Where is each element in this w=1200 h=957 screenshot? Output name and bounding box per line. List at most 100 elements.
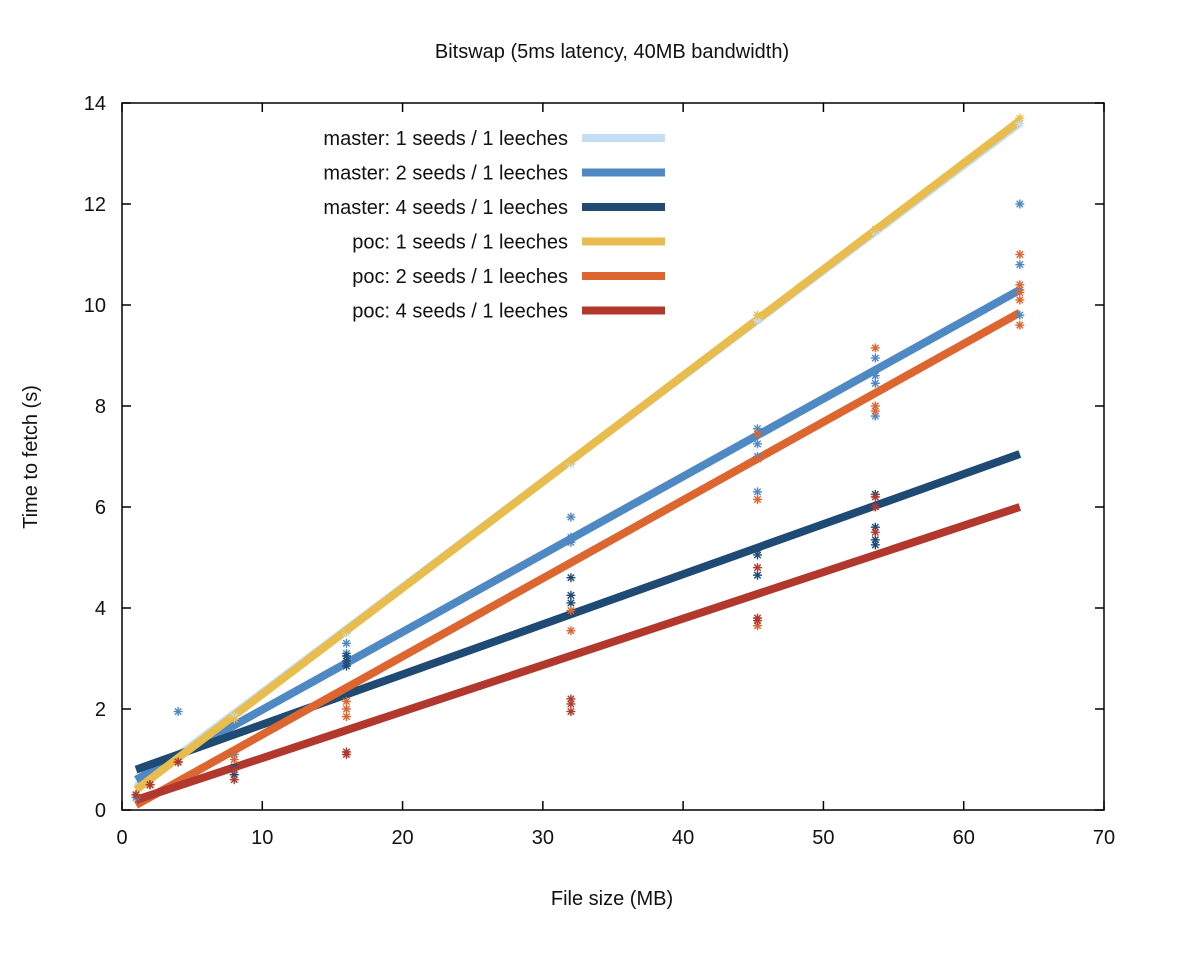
data-point-series-5 — [341, 696, 351, 706]
fit-line-series-5 — [134, 309, 1022, 809]
data-point-series-3 — [752, 570, 762, 580]
data-point-series-6 — [341, 749, 351, 759]
point-stroke — [1016, 200, 1024, 208]
legend-label: master: 4 seeds / 1 leeches — [323, 197, 568, 219]
point-stroke — [871, 372, 880, 380]
data-point-series-6 — [229, 775, 239, 785]
data-point-series-5 — [566, 626, 576, 636]
point-stroke — [1016, 281, 1024, 289]
x-tick-label: 30 — [532, 827, 554, 849]
data-points — [131, 113, 1025, 802]
data-point-series-5 — [229, 747, 239, 757]
point-stroke — [871, 225, 880, 233]
point-stroke — [1016, 114, 1024, 122]
data-point-series-3 — [870, 540, 880, 550]
point-stroke — [567, 457, 575, 466]
point-stroke — [1016, 288, 1024, 297]
data-point-series-4 — [1015, 113, 1025, 123]
data-point-series-2 — [870, 353, 880, 363]
data-point-series-6 — [173, 757, 183, 767]
point-stroke — [871, 379, 880, 387]
point-stroke — [567, 574, 575, 582]
data-point-series-2 — [173, 707, 183, 717]
data-point-series-5 — [1015, 287, 1025, 297]
point-stroke — [567, 591, 575, 600]
point-stroke — [342, 662, 351, 670]
x-tick-label: 10 — [251, 827, 273, 849]
data-point-series-2 — [1015, 260, 1025, 270]
point-stroke — [132, 791, 140, 799]
data-point-series-2 — [566, 537, 576, 547]
point-stroke — [1016, 321, 1024, 329]
data-point-series-2 — [870, 371, 880, 381]
point-stroke — [753, 563, 762, 572]
point-stroke — [230, 755, 238, 764]
point-stroke — [871, 354, 880, 362]
point-stroke — [230, 748, 238, 756]
legend-label: poc: 1 seeds / 1 leeches — [352, 232, 568, 254]
point-stroke — [753, 571, 762, 579]
point-stroke — [342, 705, 351, 713]
data-point-series-5 — [752, 494, 762, 504]
data-point-series-5 — [1015, 280, 1025, 290]
data-point-series-5 — [870, 343, 880, 353]
data-point-series-2 — [870, 378, 880, 388]
y-tick-label: 0 — [95, 800, 106, 822]
point-stroke — [567, 599, 575, 607]
y-tick-label: 8 — [95, 396, 106, 418]
point-stroke — [342, 697, 351, 706]
x-tick-label: 70 — [1093, 827, 1115, 849]
fit-line-series-6 — [134, 503, 1022, 804]
data-point-series-5 — [341, 712, 351, 722]
data-point-series-6 — [145, 780, 155, 790]
point-stroke — [1016, 250, 1024, 259]
point-stroke — [342, 639, 351, 648]
y-tick-label: 12 — [84, 194, 106, 216]
axis-ticks: 0 10 20 30 40 50 60 70 0 2 4 6 8 10 12 14 — [84, 93, 1115, 849]
point-stroke — [174, 707, 182, 716]
point-stroke — [753, 440, 762, 448]
point-stroke — [567, 538, 575, 547]
data-point-series-3 — [566, 573, 576, 583]
point-stroke — [342, 750, 351, 759]
legend-label: poc: 4 seeds / 1 leeches — [352, 301, 568, 323]
data-point-series-2 — [1015, 199, 1025, 209]
point-stroke — [753, 455, 762, 463]
data-point-series-5 — [1015, 320, 1025, 330]
point-stroke — [567, 700, 575, 708]
legend-label: poc: 2 seeds / 1 leeches — [352, 266, 568, 288]
point-stroke — [230, 715, 238, 723]
data-point-series-6 — [566, 699, 576, 709]
y-tick-label: 6 — [95, 497, 106, 519]
point-stroke — [871, 493, 880, 501]
y-axis-label: Time to fetch (s) — [20, 385, 42, 529]
data-point-series-6 — [870, 527, 880, 537]
data-point-series-2 — [341, 638, 351, 648]
data-point-series-5 — [752, 454, 762, 464]
plot-frame — [121, 102, 1105, 811]
x-tick-label: 20 — [391, 827, 413, 849]
data-point-series-5 — [752, 429, 762, 439]
data-point-series-4 — [566, 457, 576, 467]
x-tick-label: 50 — [812, 827, 834, 849]
point-stroke — [567, 627, 575, 635]
x-tick-label: 0 — [116, 827, 127, 849]
data-point-series-6 — [566, 707, 576, 717]
data-point-series-4 — [229, 714, 239, 724]
data-point-series-4 — [870, 224, 880, 234]
fit-line-series-4 — [133, 117, 1023, 793]
point-stroke — [174, 758, 182, 766]
data-point-series-3 — [341, 661, 351, 671]
fit-line-series-3 — [134, 450, 1022, 774]
point-stroke — [1016, 260, 1024, 269]
point-stroke — [230, 776, 238, 784]
point-stroke — [753, 311, 762, 319]
data-point-series-5 — [870, 406, 880, 416]
y-tick-label: 10 — [84, 295, 106, 317]
chart-title: Bitswap (5ms latency, 40MB bandwidth) — [435, 41, 789, 63]
point-stroke — [1016, 296, 1024, 304]
point-stroke — [342, 712, 351, 721]
point-stroke — [1016, 311, 1024, 319]
point-stroke — [871, 407, 880, 415]
data-point-series-5 — [1015, 250, 1025, 259]
